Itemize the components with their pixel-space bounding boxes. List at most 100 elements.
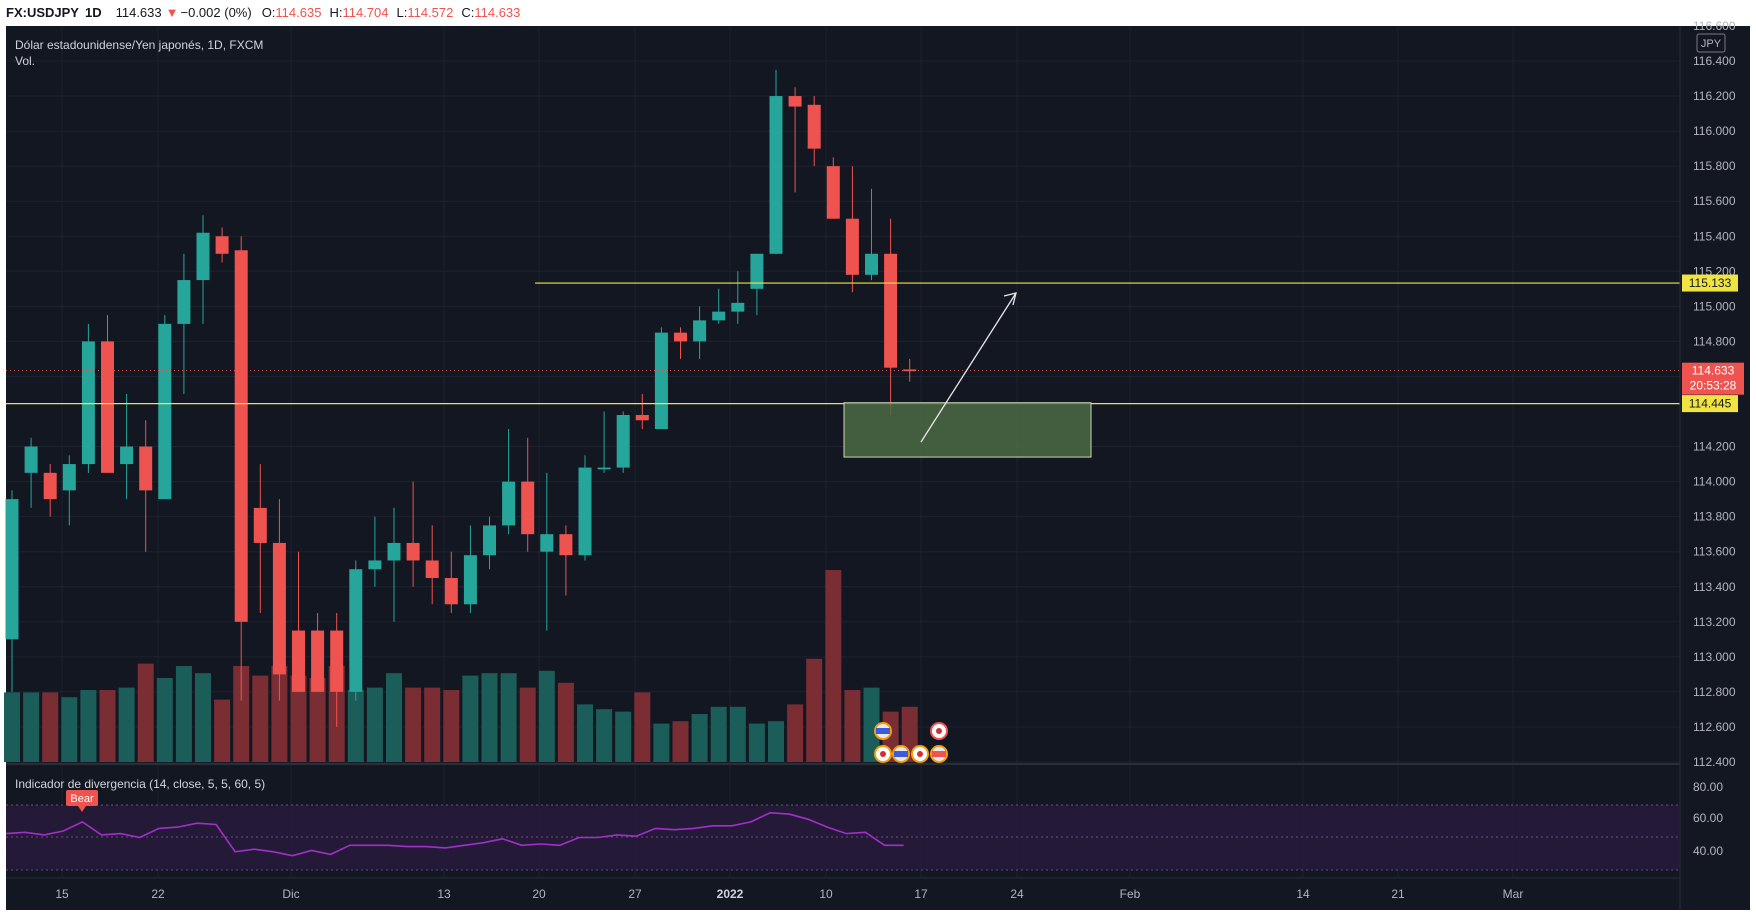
candle[interactable] bbox=[693, 306, 707, 359]
candle[interactable] bbox=[769, 69, 783, 254]
price-tick: 114.000 bbox=[1693, 475, 1736, 489]
candle[interactable] bbox=[158, 315, 172, 500]
candle-body bbox=[616, 415, 630, 468]
candle[interactable] bbox=[101, 315, 114, 473]
candle[interactable] bbox=[81, 323, 95, 473]
price-tick: 112.800 bbox=[1693, 685, 1736, 699]
candle[interactable] bbox=[330, 613, 344, 727]
candle-body bbox=[62, 464, 76, 491]
candle[interactable] bbox=[807, 96, 821, 167]
candle[interactable] bbox=[750, 253, 764, 316]
candle[interactable] bbox=[578, 455, 592, 561]
candle[interactable] bbox=[5, 490, 19, 692]
volume-bar bbox=[653, 723, 670, 762]
time-axis[interactable]: 15 22 Dic 13 20 27 2022 10 17 24 Feb 14 … bbox=[55, 887, 1523, 901]
candle[interactable] bbox=[483, 516, 496, 570]
candle-body bbox=[311, 630, 325, 692]
candle[interactable] bbox=[196, 215, 210, 324]
candle[interactable] bbox=[597, 411, 611, 473]
candle[interactable] bbox=[120, 393, 134, 500]
candle[interactable] bbox=[502, 429, 516, 535]
chart-legend-title: Dólar estadounidense/Yen japonés, 1D, FX… bbox=[15, 38, 263, 52]
candle-body bbox=[215, 236, 229, 254]
candle[interactable] bbox=[463, 525, 477, 614]
bear-signal-badge[interactable] bbox=[66, 790, 98, 806]
volume-bar bbox=[748, 723, 765, 762]
time-tick: 17 bbox=[914, 887, 928, 901]
candles[interactable] bbox=[5, 69, 917, 727]
time-tick: Dic bbox=[282, 887, 299, 901]
price-tick: 113.600 bbox=[1693, 545, 1736, 559]
volume-bar bbox=[863, 687, 880, 762]
candle[interactable] bbox=[521, 437, 535, 552]
candle[interactable] bbox=[865, 188, 878, 281]
candle-body bbox=[349, 569, 363, 692]
price-tick: 112.600 bbox=[1693, 720, 1736, 734]
candle[interactable] bbox=[43, 464, 57, 517]
currency-box[interactable] bbox=[1696, 33, 1726, 53]
volume-bar bbox=[156, 678, 173, 762]
candle[interactable] bbox=[559, 525, 573, 596]
candle[interactable] bbox=[62, 455, 76, 526]
candle[interactable] bbox=[24, 437, 38, 508]
candle-body bbox=[330, 630, 344, 692]
price-axis[interactable]: 116.400 116.200 116.000 115.800 115.600 115.4… bbox=[1693, 19, 1736, 769]
price-tick: 115.000 bbox=[1693, 299, 1736, 313]
candle[interactable] bbox=[253, 464, 267, 614]
candle[interactable] bbox=[387, 507, 401, 622]
volume-bar bbox=[768, 721, 784, 762]
volume-bar bbox=[577, 704, 593, 762]
svg-text:114.445: 114.445 bbox=[1689, 397, 1732, 411]
volume-bar bbox=[99, 690, 116, 762]
candle[interactable] bbox=[292, 551, 305, 692]
candle[interactable] bbox=[674, 327, 687, 359]
bear-signal-label: Bear bbox=[70, 793, 94, 805]
candle-body bbox=[845, 218, 859, 275]
candle[interactable] bbox=[444, 551, 458, 614]
candle[interactable] bbox=[845, 166, 859, 293]
countdown-timer: 20:53:28 bbox=[1690, 379, 1737, 393]
volume-bar bbox=[233, 666, 250, 762]
candle[interactable] bbox=[139, 420, 153, 552]
candle-body bbox=[158, 323, 172, 500]
candle[interactable] bbox=[349, 560, 363, 701]
volume-bar bbox=[137, 663, 154, 762]
economic-events[interactable] bbox=[874, 722, 948, 763]
header-line: FX:USDJPY 1D 114.633 ▼ −0.002 (0%) O:114.635 H… bbox=[6, 5, 520, 20]
volume-bar bbox=[825, 570, 842, 762]
oscillator-line[interactable] bbox=[5, 811, 904, 857]
candle[interactable] bbox=[406, 481, 420, 587]
candle[interactable] bbox=[177, 253, 191, 394]
candle[interactable] bbox=[884, 218, 898, 416]
candle[interactable] bbox=[311, 613, 325, 692]
candle[interactable] bbox=[903, 358, 917, 382]
candle[interactable] bbox=[826, 157, 840, 219]
candle[interactable] bbox=[712, 288, 726, 324]
candle[interactable] bbox=[616, 411, 630, 473]
candle[interactable] bbox=[731, 271, 745, 324]
volume-bar bbox=[787, 704, 804, 762]
candle-body bbox=[425, 560, 439, 578]
candle[interactable] bbox=[368, 516, 382, 587]
candle[interactable] bbox=[234, 236, 248, 701]
time-tick: 20 bbox=[532, 887, 546, 901]
price-tick: 116.000 bbox=[1693, 124, 1736, 138]
candle[interactable] bbox=[788, 87, 802, 193]
volume-bar bbox=[195, 673, 211, 762]
price-tick: 113.400 bbox=[1693, 580, 1736, 594]
candle-body bbox=[540, 534, 554, 552]
volume-bar bbox=[806, 658, 823, 762]
projection-arrow[interactable] bbox=[920, 292, 1017, 443]
volume-bar bbox=[386, 673, 402, 762]
candle[interactable] bbox=[540, 472, 554, 631]
candle[interactable] bbox=[654, 327, 668, 430]
demand-zone-rectangle[interactable] bbox=[843, 402, 1092, 458]
price-tick: 115.600 bbox=[1693, 194, 1736, 208]
candle[interactable] bbox=[272, 499, 286, 701]
candle[interactable] bbox=[215, 227, 229, 263]
price-tick: 115.800 bbox=[1693, 159, 1736, 173]
candle[interactable] bbox=[425, 525, 439, 605]
candle-body bbox=[769, 96, 783, 254]
candle[interactable] bbox=[635, 393, 649, 430]
